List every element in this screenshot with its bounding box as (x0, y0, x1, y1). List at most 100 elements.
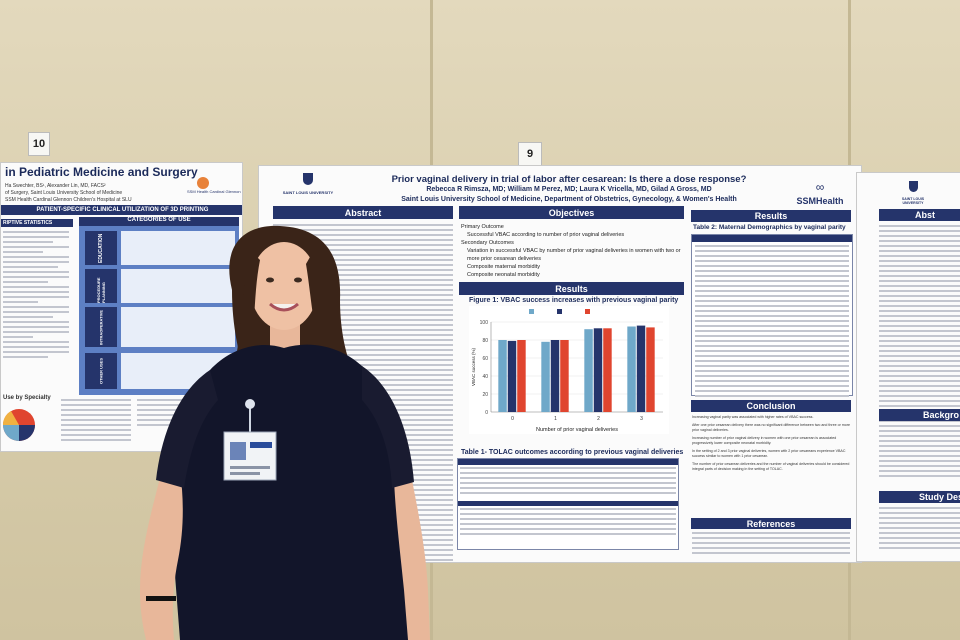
chart-bar (517, 340, 526, 412)
stats-text (3, 231, 69, 361)
left-poster-authors: Ha Swechter, BS¹, Alexander Lin, MD, FAC… (5, 183, 106, 189)
chart-bar (498, 340, 507, 412)
chart-bar (627, 326, 636, 412)
legend-swatch (529, 309, 534, 314)
university-logo: SAINT LOUIS UNIVERSITY (891, 179, 935, 205)
wristband (146, 596, 176, 601)
right-poster: SAINT LOUIS UNIVERSITY Abst Backgro Stud… (856, 172, 960, 562)
chart-bar (550, 340, 560, 412)
conclusion-line: The number of prior cesarean deliveries … (692, 462, 850, 471)
badge-photo (230, 442, 246, 460)
results-header-right: Results (691, 210, 851, 222)
conclusion-header: Conclusion (691, 400, 851, 412)
y-tick-label: 0 (485, 410, 488, 416)
badge-text (230, 466, 270, 469)
lace-sleeve (362, 366, 414, 488)
study-design-header: Study Desi (879, 491, 960, 503)
objective-line: Successful VBAC according to number of p… (467, 232, 625, 238)
legend-swatch (585, 309, 590, 314)
right-abstract-text (879, 225, 960, 445)
stats-header: RIPTIVE STATISTICS (1, 219, 73, 227)
categories-header: CATEGORIES OF USE (79, 217, 239, 226)
x-tick-label: 2 (597, 416, 600, 422)
chart-bar (541, 341, 550, 412)
objective-line: Composite maternal morbidity (467, 264, 541, 270)
vbac-bar-chart: 0 20 40 60 80 100 0 1 2 3 Number of prior vaginal … (469, 306, 669, 434)
arm (394, 470, 430, 640)
sun-icon (197, 177, 209, 189)
left-poster-affiliation: of Surgery, Saint Louis University Schoo… (5, 190, 123, 196)
x-axis-label: Number of prior vaginal deliveries (536, 427, 618, 433)
university-logo-text: SAINT LOUIS UNIVERSITY (901, 197, 925, 205)
smile (269, 302, 299, 312)
y-tick-label: 60 (482, 356, 488, 362)
center-poster-authors: Rebecca R Rimsza, MD; William M Perez, M… (426, 186, 712, 193)
objectives-header: Objectives (459, 206, 684, 219)
specialty-pie-chart (2, 409, 35, 441)
figure-title: Figure 1: VBAC success increases with pr… (469, 297, 679, 304)
chart-bar (560, 340, 569, 412)
specialty-label: Use by Specialty (3, 395, 51, 401)
chart-bar (507, 340, 517, 412)
results-header: Results (459, 282, 684, 295)
legend-swatch (557, 309, 562, 314)
background-header: Backgro (879, 409, 960, 421)
university-logo: SAINT LOUIS UNIVERSITY (281, 172, 335, 198)
left-poster-title: in Pediatric Medicine and Surgery (5, 165, 198, 179)
y-tick-label: 100 (480, 320, 489, 326)
poster-number-card: 10 (28, 132, 50, 156)
chart-bar (603, 328, 612, 412)
poster-number: 10 (32, 138, 46, 150)
y-tick-label: 80 (482, 338, 488, 344)
lace-sleeve (156, 370, 218, 488)
table1-title: Table 1- TOLAC outcomes according to pre… (461, 449, 684, 456)
y-tick-label: 40 (482, 374, 488, 380)
conclusion-line: Increasing vaginal parity was associated… (692, 415, 814, 419)
eye (266, 277, 274, 283)
poster-number: 9 (526, 148, 534, 160)
hair-strand (228, 250, 260, 392)
badge-stripe (250, 442, 272, 448)
objective-line: Variation in successful VBAC by number o… (467, 248, 681, 262)
right-background-text (879, 425, 960, 480)
x-tick-label: 0 (511, 416, 514, 422)
conclusion-text: Increasing vaginal parity was associated… (692, 415, 852, 472)
x-tick-label: 3 (640, 416, 643, 422)
y-axis-label: VBAC success (%) (471, 347, 476, 386)
objective-line: Primary Outcome (461, 224, 504, 230)
center-poster-title: Prior vaginal delivery in trial of labor… (391, 174, 747, 185)
abstract-header: Abstract (273, 206, 453, 219)
conclusion-line: After one prior cesarean delivery there … (692, 423, 850, 432)
references-header: References (691, 518, 851, 529)
shield-icon (908, 181, 918, 192)
university-logo-text: SAINT LOUIS UNIVERSITY (282, 190, 334, 195)
objectives-text: Primary Outcome Successful VBAC accordin… (461, 223, 683, 279)
infinity-icon: ∞ (815, 180, 825, 194)
hair-strand (306, 250, 348, 390)
abstract-header-right: Abst (879, 209, 960, 221)
table2 (691, 234, 853, 397)
ssm-cardinal-glennon-logo: SSM Health Cardinal Glennon (187, 177, 241, 197)
chart-bar (636, 325, 646, 412)
right-study-text (879, 507, 960, 552)
badge-clip (245, 399, 255, 409)
ssm-health-logo: ∞ SSMHealth (785, 178, 855, 206)
chart-bar (584, 329, 593, 412)
y-tick-label: 20 (482, 392, 488, 398)
x-tick-label: 1 (554, 416, 557, 422)
face (250, 242, 318, 330)
black-lace-dress (168, 344, 418, 640)
table2-title: Table 2: Maternal Demographics by vagina… (693, 224, 846, 231)
left-poster-banner: PATIENT-SPECIFIC CLINICAL UTILIZATION OF… (1, 205, 242, 215)
objective-line: Secondary Outcomes (461, 240, 514, 246)
presenter-person (140, 225, 430, 640)
objective-line: Composite neonatal morbidity (467, 272, 540, 278)
center-poster-affiliation: Saint Louis University School of Medicin… (401, 196, 737, 203)
conclusion-line: Increasing number of prior vaginal deliv… (692, 436, 837, 445)
chart-bar (646, 327, 655, 412)
badge-text (230, 472, 260, 475)
conclusion-line: In the setting of 2 and 3 prior vaginal … (692, 449, 846, 458)
ssm-logo-text: SSMHealth (796, 196, 844, 206)
logo-text: SSM Health Cardinal Glennon (187, 189, 241, 194)
references-text (692, 532, 850, 557)
